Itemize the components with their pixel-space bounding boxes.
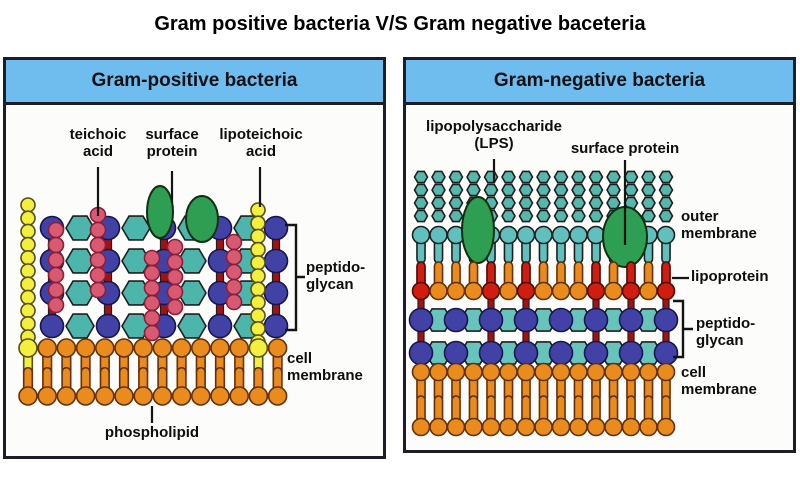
- annotation-lines-right: [492, 159, 693, 359]
- annotation-lines-left: [96, 167, 305, 423]
- label-lipoprotein: lipoprotein: [691, 268, 769, 285]
- gram-negative-panel: Gram-negative bacteria lipopolysaccharid…: [403, 57, 796, 453]
- gram-positive-diagram: teichoic acid surface protein lipoteicho…: [6, 105, 383, 456]
- page-title: Gram positive bacteria V/S Gram negative…: [154, 13, 646, 35]
- label-peptidoglycan-right: peptido- glycan: [696, 315, 756, 349]
- teichoic-acid-chains: [47, 206, 243, 342]
- label-lipoteichoic-acid: lipoteichoic acid: [219, 126, 303, 160]
- label-lps: lipopolysaccharide (LPS): [426, 118, 562, 152]
- gram-positive-header-text: Gram-positive bacteria: [91, 70, 298, 91]
- gram-positive-structure-drawing: [18, 167, 305, 423]
- label-cell-membrane-right: cell membrane: [681, 364, 757, 398]
- gram-positive-header: Gram-positive bacteria: [6, 60, 383, 105]
- label-surface-protein-right: surface protein: [570, 140, 680, 157]
- label-cell-membrane-left: cell membrane: [287, 350, 363, 384]
- label-outer-membrane: outer membrane: [681, 208, 757, 242]
- label-phospholipid: phospholipid: [104, 424, 200, 441]
- label-peptidoglycan-left: peptido- glycan: [306, 259, 366, 293]
- cell-membrane-layer-right: [411, 362, 676, 437]
- peptidoglycan-layer-right: [408, 307, 679, 366]
- gram-positive-panel: Gram-positive bacteria teichoic acid sur…: [3, 57, 386, 459]
- cell-membrane-layer-left: [18, 338, 288, 406]
- gram-negative-structure-drawing: [408, 159, 693, 437]
- gram-negative-diagram: lipopolysaccharide (LPS) surface protein…: [406, 105, 793, 450]
- peptidoglycan-crosslinks-left: [47, 227, 281, 327]
- gram-negative-header-text: Gram-negative bacteria: [493, 70, 706, 91]
- label-surface-protein-left: surface protein: [145, 126, 199, 160]
- gram-negative-header: Gram-negative bacteria: [406, 60, 793, 105]
- surface-proteins-left: [146, 185, 219, 243]
- label-teichoic-acid: teichoic acid: [69, 126, 127, 160]
- lipoprotein-layer: [411, 261, 676, 301]
